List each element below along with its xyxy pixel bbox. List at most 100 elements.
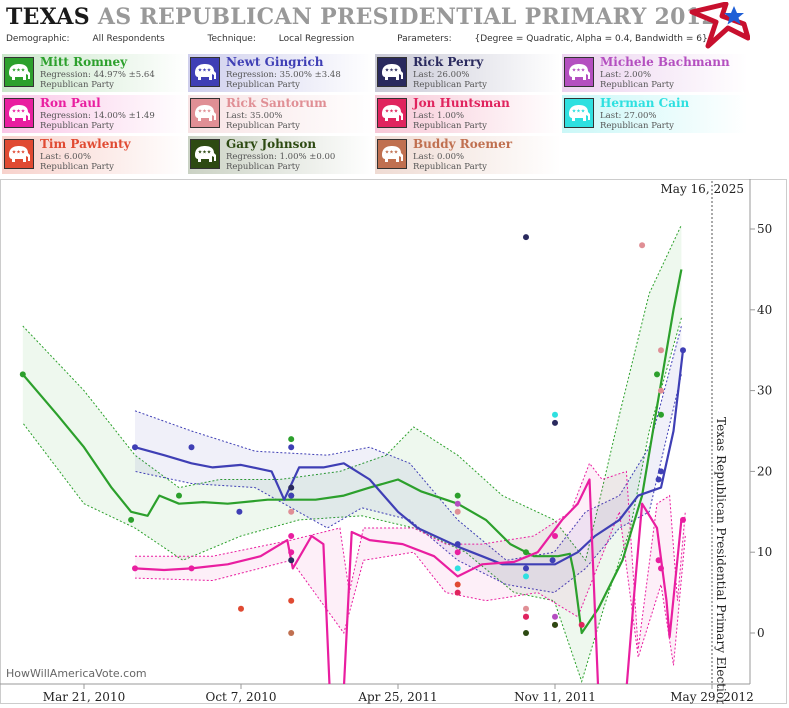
band-upper-line bbox=[22, 224, 682, 562]
candidate-party: Republican Party bbox=[413, 162, 487, 172]
y-tick-label: 20 bbox=[757, 464, 772, 478]
demographic-info: Demographic: All Respondents bbox=[6, 34, 185, 44]
data-point-newt-gingrich bbox=[523, 565, 529, 572]
legend-item-ron-paul[interactable]: ★★★ Ron Paul Regression: 14.00% ±1.49 Re… bbox=[2, 95, 188, 133]
legend-item-newt-gingrich[interactable]: ★★★ Newt Gingrich Regression: 35.00% ±3.… bbox=[188, 54, 374, 92]
candidate-stat: Regression: 14.00% ±1.49 bbox=[40, 111, 155, 121]
series-line-newt-gingrich bbox=[134, 350, 685, 566]
data-point-newt-gingrich bbox=[658, 468, 664, 475]
parameters-value: {Degree = Quadratic, Alpha = 0.4, Bandwi… bbox=[474, 34, 708, 44]
x-tick-label: Mar 21, 2010 bbox=[43, 690, 125, 704]
candidate-stat: Last: 27.00% bbox=[600, 111, 657, 121]
elephant-icon: ★★★ bbox=[190, 98, 220, 128]
svg-text:★★★: ★★★ bbox=[572, 109, 586, 115]
technique-value: Local Regression bbox=[278, 34, 355, 44]
candidate-name: Gary Johnson bbox=[226, 137, 317, 151]
legend-item-rick-santorum[interactable]: ★★★ Rick Santorum Last: 35.00% Republica… bbox=[188, 95, 374, 133]
candidate-stat: Last: 1.00% bbox=[413, 111, 465, 121]
elephant-icon: ★★★ bbox=[377, 57, 407, 87]
data-point-mitt-romney bbox=[128, 516, 135, 523]
title-rest: AS REPUBLICAN PRESIDENTIAL PRIMARY 2012 bbox=[97, 4, 717, 30]
chart-area: Texas Republican Presidential Primary El… bbox=[0, 179, 787, 707]
legend-item-michele-bachmann[interactable]: ★★★ Michele Bachmann Last: 2.00% Republi… bbox=[562, 54, 748, 92]
series-line-mitt-romney bbox=[21, 269, 683, 635]
legend-item-gary-johnson[interactable]: ★★★ Gary Johnson Regression: 1.00% ±0.00… bbox=[188, 136, 374, 174]
data-point-rick-perry bbox=[288, 484, 295, 491]
data-point-newt-gingrich bbox=[454, 541, 461, 548]
candidate-name: Newt Gingrich bbox=[226, 55, 324, 69]
data-point-rick-santorum bbox=[658, 387, 664, 394]
data-point-mitt-romney bbox=[19, 371, 26, 378]
band-lower-line bbox=[22, 317, 682, 684]
x-tick-label: Nov 11, 2011 bbox=[514, 690, 596, 704]
data-point-mitt-romney bbox=[288, 436, 295, 443]
data-point-jon-huntsman bbox=[523, 613, 529, 620]
candidate-name: Buddy Roemer bbox=[413, 137, 513, 151]
plot-area bbox=[19, 224, 686, 684]
candidate-stat: Regression: 1.00% ±0.00 bbox=[226, 152, 336, 162]
data-point-jon-huntsman bbox=[578, 621, 585, 628]
candidate-stat: Regression: 44.97% ±5.64 bbox=[40, 70, 155, 80]
y-tick-label: 0 bbox=[757, 626, 765, 640]
data-point-mitt-romney bbox=[454, 492, 461, 499]
demographic-value: All Respondents bbox=[92, 34, 165, 44]
data-point-rick-santorum bbox=[454, 508, 461, 515]
svg-text:★★★: ★★★ bbox=[198, 68, 212, 74]
data-point-herman-cain bbox=[454, 565, 461, 572]
legend-item-buddy-roemer[interactable]: ★★★ Buddy Roemer Last: 0.00% Republican … bbox=[375, 136, 561, 174]
data-point-tim-pawlenty bbox=[288, 597, 295, 604]
candidate-stat: Regression: 35.00% ±3.48 bbox=[226, 70, 341, 80]
candidate-party: Republican Party bbox=[600, 80, 674, 90]
y-tick-label: 40 bbox=[757, 303, 772, 317]
data-point-ron-paul bbox=[552, 533, 558, 539]
x-tick-label: May 29, 2012 bbox=[670, 690, 753, 704]
title-state: TEXAS bbox=[6, 4, 90, 30]
svg-text:★★★: ★★★ bbox=[572, 68, 586, 74]
candidate-stat: Last: 0.00% bbox=[413, 152, 465, 162]
candidate-name: Rick Santorum bbox=[226, 96, 327, 110]
technique-info: Technique: Local Regression bbox=[208, 34, 375, 44]
legend-item-jon-huntsman[interactable]: ★★★ Jon Huntsman Last: 1.00% Republican … bbox=[375, 95, 561, 133]
election-label: Texas Republican Presidential Primary El… bbox=[714, 417, 728, 704]
candidate-name: Tim Pawlenty bbox=[40, 137, 131, 151]
flag-star-logo-icon[interactable] bbox=[686, 2, 750, 50]
data-point-buddy-roemer bbox=[288, 630, 295, 636]
demographic-label: Demographic: bbox=[6, 34, 70, 44]
candidate-name: Rick Perry bbox=[413, 55, 484, 69]
elephant-icon: ★★★ bbox=[190, 57, 220, 87]
series-line-ron-paul bbox=[134, 478, 683, 684]
legend-item-herman-cain[interactable]: ★★★ Herman Cain Last: 27.00% Republican … bbox=[562, 95, 748, 133]
data-point-newt-gingrich bbox=[188, 444, 195, 451]
elephant-icon: ★★★ bbox=[4, 98, 34, 128]
y-tick-label: 30 bbox=[757, 384, 772, 398]
elephant-icon: ★★★ bbox=[190, 139, 220, 169]
data-point-ron-paul bbox=[680, 516, 686, 523]
parameters-line: Demographic: All Respondents Technique: … bbox=[6, 34, 748, 44]
legend-item-rick-perry[interactable]: ★★★ Rick Perry Last: 26.00% Republican P… bbox=[375, 54, 561, 92]
legend-item-tim-pawlenty[interactable]: ★★★ Tim Pawlenty Last: 6.00% Republican … bbox=[2, 136, 188, 174]
candidate-name: Herman Cain bbox=[600, 96, 690, 110]
poll-chart: Texas Republican Presidential Primary El… bbox=[0, 179, 787, 707]
data-point-newt-gingrich bbox=[655, 476, 662, 483]
svg-text:★★★: ★★★ bbox=[12, 109, 26, 115]
watermark-text: HowWillAmericaVote.com bbox=[6, 667, 147, 680]
candidate-name: Ron Paul bbox=[40, 96, 101, 110]
candidate-party: Republican Party bbox=[226, 162, 300, 172]
elephant-icon: ★★★ bbox=[4, 57, 34, 87]
y-tick-label: 50 bbox=[757, 222, 772, 236]
candidate-party: Republican Party bbox=[40, 80, 114, 90]
data-point-herman-cain bbox=[552, 411, 558, 418]
confidence-band bbox=[135, 326, 682, 593]
data-point-michele-bachmann bbox=[552, 613, 558, 620]
candidate-party: Republican Party bbox=[413, 80, 487, 90]
data-point-herman-cain bbox=[523, 573, 529, 580]
legend-item-mitt-romney[interactable]: ★★★ Mitt Romney Regression: 44.97% ±5.64… bbox=[2, 54, 188, 92]
data-point-mitt-romney bbox=[654, 371, 660, 378]
data-point-rick-santorum bbox=[288, 508, 295, 515]
svg-text:★★★: ★★★ bbox=[385, 68, 399, 74]
data-point-ron-paul bbox=[288, 549, 295, 556]
data-point-tim-pawlenty bbox=[454, 581, 461, 588]
data-point-mitt-romney bbox=[523, 549, 529, 556]
confidence-band bbox=[135, 463, 686, 666]
svg-text:★★★: ★★★ bbox=[12, 68, 26, 74]
